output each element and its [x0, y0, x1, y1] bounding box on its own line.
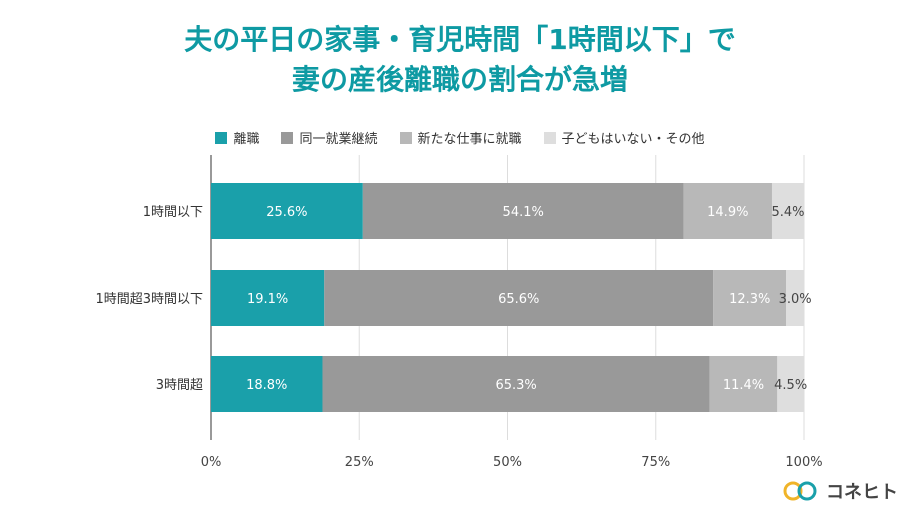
data-label: 5.4%: [771, 205, 804, 220]
data-label: 19.1%: [247, 292, 288, 307]
bar-segment: [713, 270, 787, 326]
data-label: 12.3%: [729, 292, 770, 307]
x-tick-label: 75%: [641, 455, 670, 470]
legend-label: 離職: [233, 132, 260, 147]
x-tick-label: 100%: [785, 455, 822, 470]
bar-segment: [362, 183, 684, 239]
category-label: 3時間超: [156, 378, 203, 393]
bar-segment: [777, 356, 804, 412]
bar-segment: [322, 356, 710, 412]
bar-segment: [211, 356, 323, 412]
x-tick-label: 0%: [201, 455, 222, 470]
x-tick-label: 50%: [493, 455, 522, 470]
bar-segment: [211, 183, 363, 239]
legend-swatch: [543, 131, 556, 144]
bar-segment: [709, 356, 778, 412]
data-label: 11.4%: [723, 378, 764, 393]
logo-rings-icon: [782, 480, 820, 502]
bar-segment: [683, 183, 772, 239]
legend-item: 離職: [215, 128, 259, 147]
legend-item: 子どもはいない・その他: [543, 128, 705, 147]
data-label: 65.6%: [498, 292, 539, 307]
data-label: 14.9%: [707, 205, 748, 220]
brand-logo: コネヒト: [782, 478, 898, 504]
legend-item: 新たな仕事に就職: [399, 128, 522, 147]
legend-swatch: [215, 131, 228, 144]
legend-label: 新たな仕事に就職: [417, 132, 522, 147]
data-label: 18.8%: [246, 378, 287, 393]
x-tick-label: 25%: [345, 455, 374, 470]
bar-segment: [786, 270, 804, 326]
legend-label: 子どもはいない・その他: [561, 132, 705, 147]
chart-title-line1: 夫の平日の家事・育児時間「1時間以下」で: [184, 23, 736, 56]
bar-segment: [211, 270, 325, 326]
data-label: 65.3%: [495, 378, 536, 393]
legend: 離職 同一就業継続 新たな仕事に就職 子どもはいない・その他: [0, 128, 920, 147]
legend-swatch: [281, 131, 294, 144]
category-label: 1時間以下: [143, 205, 203, 220]
bar-segment: [324, 270, 714, 326]
bar-segment: [771, 183, 804, 239]
legend-item: 同一就業継続: [281, 128, 378, 147]
category-label: 1時間超3時間以下: [95, 292, 203, 307]
brand-name: コネヒト: [826, 482, 898, 503]
data-label: 54.1%: [503, 205, 544, 220]
chart-title-line2: 妻の産後離職の割合が急増: [291, 63, 628, 96]
data-label: 4.5%: [774, 378, 807, 393]
legend-swatch: [399, 131, 412, 144]
data-label: 3.0%: [779, 292, 812, 307]
data-label: 25.6%: [266, 205, 307, 220]
legend-label: 同一就業継続: [299, 132, 378, 147]
